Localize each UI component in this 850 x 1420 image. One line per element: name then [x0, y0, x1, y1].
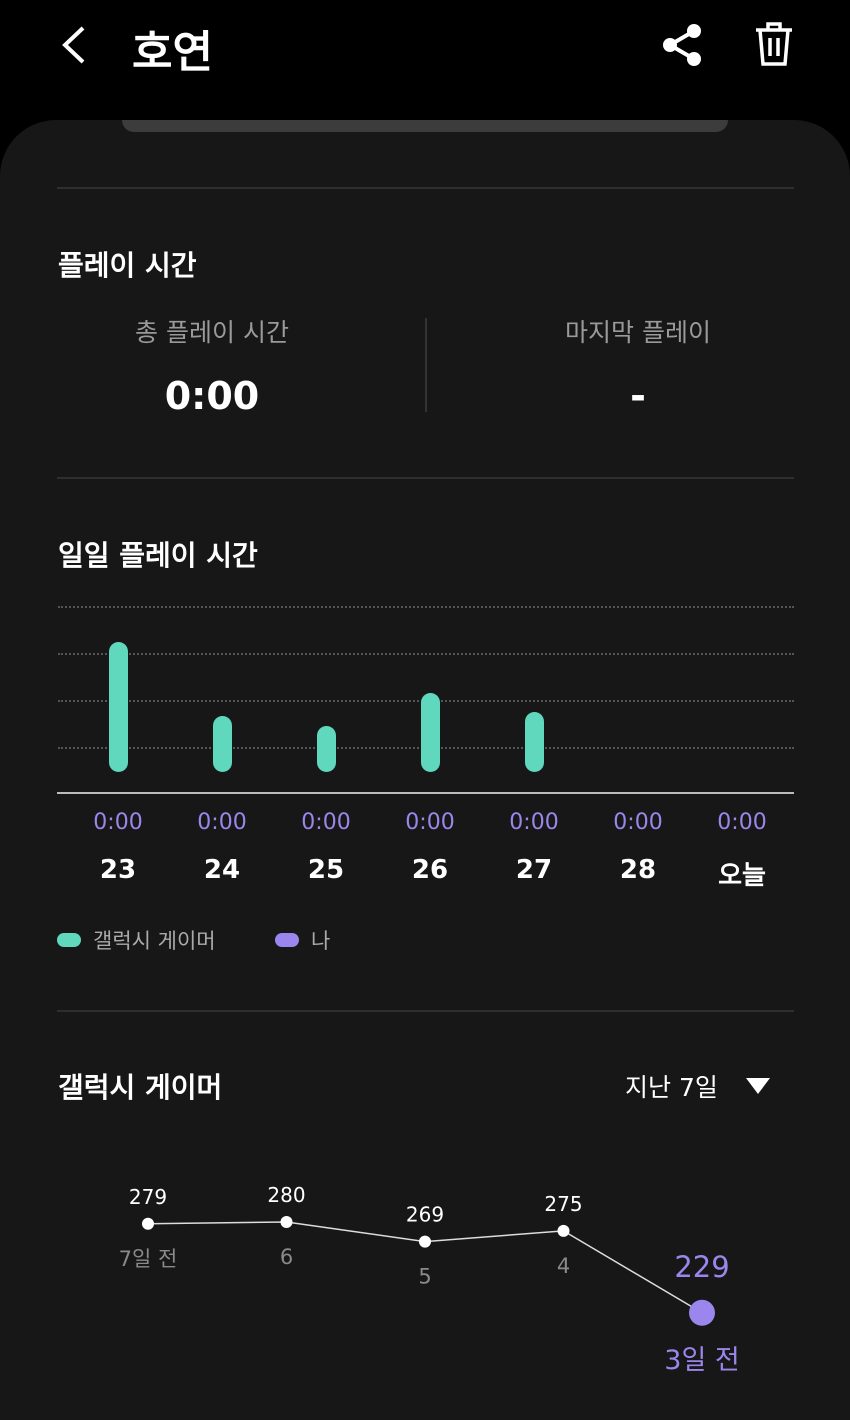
time-label: 0:00 [613, 810, 663, 835]
bar [421, 692, 440, 772]
legend-label: 나 [311, 929, 331, 953]
time-label: 0:00 [197, 810, 247, 835]
value-label: 229 [674, 1250, 729, 1284]
trash-icon[interactable] [752, 20, 796, 68]
divider [57, 1010, 794, 1012]
x-label: 3일 전 [664, 1345, 739, 1376]
legend-swatch [275, 933, 299, 947]
day-label: 27 [515, 855, 553, 885]
time-label: 0:00 [717, 810, 767, 835]
time-label: 0:00 [405, 810, 455, 835]
data-point [142, 1217, 154, 1230]
time-label: 0:00 [93, 810, 143, 835]
gamer-heading: 갤럭시 게이머 [58, 1071, 223, 1104]
divider [425, 318, 427, 412]
day-label: 25 [307, 855, 345, 885]
data-point [280, 1216, 293, 1228]
chart-baseline [57, 792, 794, 794]
last-play-value: - [630, 374, 646, 418]
bar [109, 641, 128, 772]
data-point [557, 1224, 570, 1237]
bar [317, 725, 336, 772]
x-label: 7일 전 [119, 1247, 178, 1271]
x-label: 6 [280, 1245, 293, 1269]
gridline [58, 653, 794, 655]
data-point [689, 1299, 715, 1326]
time-label: 0:00 [301, 810, 351, 835]
day-label: 28 [619, 855, 657, 885]
bar [213, 716, 232, 772]
divider [57, 187, 794, 189]
divider [57, 477, 794, 479]
day-label: 23 [99, 855, 137, 885]
x-label: 4 [557, 1254, 570, 1278]
gridline [58, 606, 794, 608]
value-label: 275 [544, 1192, 582, 1216]
total-play-label: 총 플레이 시간 [135, 318, 289, 347]
top-app-bar: 호연 [0, 0, 850, 110]
scroll-edge [122, 120, 728, 132]
time-label: 0:00 [509, 810, 559, 835]
value-label: 279 [129, 1185, 167, 1209]
legend-swatch [57, 933, 81, 947]
day-label: 오늘 [718, 861, 766, 891]
rank-line-chart: 279 7일 전 280 6 269 5 275 4 229 3일 전 [119, 1183, 740, 1376]
daily-heading: 일일 플레이 시간 [58, 539, 258, 572]
x-label: 5 [418, 1265, 431, 1289]
chevron-left-icon[interactable] [55, 20, 95, 70]
play-time-heading: 플레이 시간 [58, 249, 197, 282]
last-play-label: 마지막 플레이 [565, 318, 711, 347]
range-dropdown[interactable]: 지난 7일 [625, 1068, 770, 1104]
total-play-value: 0:00 [164, 374, 260, 418]
data-point [419, 1235, 431, 1248]
page-title: 호연 [132, 27, 213, 78]
value-label: 269 [406, 1203, 444, 1227]
legend-item: 나 [275, 925, 330, 955]
legend-label: 갤럭시 게이머 [93, 929, 216, 953]
legend-item: 갤럭시 게이머 [57, 925, 216, 955]
share-icon[interactable] [660, 22, 704, 68]
day-label: 26 [411, 855, 449, 885]
day-label: 24 [203, 855, 241, 885]
value-label: 280 [267, 1183, 305, 1207]
range-label: 지난 7일 [625, 1073, 718, 1102]
dropdown-arrow-icon [745, 1078, 770, 1094]
bar [525, 711, 544, 772]
